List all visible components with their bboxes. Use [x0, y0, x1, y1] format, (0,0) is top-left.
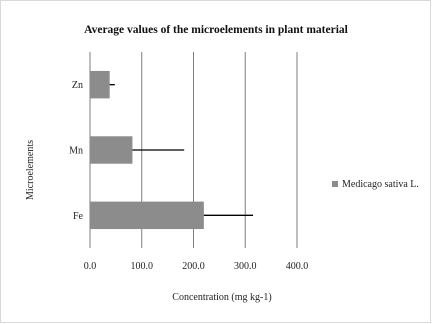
x-tick-label: 300.0: [234, 261, 257, 272]
bar-Fe: [90, 201, 204, 230]
chart-title: Average values of the microelements in p…: [84, 24, 348, 36]
tick-labels: 0.0 100.0 200.0 300.0 400.0 Fe Mn Zn: [69, 80, 308, 272]
legend: Medicago sativa L.: [332, 179, 419, 190]
x-tick-label: 200.0: [182, 261, 205, 272]
x-tick-label: 0.0: [84, 261, 97, 272]
x-tick-label: 100.0: [131, 261, 154, 272]
y-tick-label: Fe: [73, 211, 84, 222]
y-axis-label: Microelements: [25, 140, 36, 200]
x-tick-label: 400.0: [286, 261, 309, 272]
y-tick-label: Mn: [69, 146, 83, 157]
bar-Mn: [90, 136, 133, 164]
legend-swatch: [332, 181, 338, 187]
bar-Zn: [90, 70, 110, 99]
y-tick-label: Zn: [72, 80, 83, 91]
legend-label: Medicago sativa L.: [342, 179, 419, 190]
x-axis-label: Concentration (mg kg-1): [172, 292, 271, 303]
bars: [90, 70, 254, 230]
